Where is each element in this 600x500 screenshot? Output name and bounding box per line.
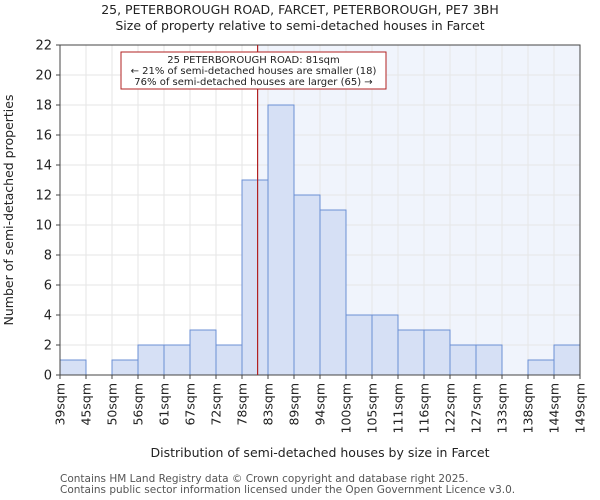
y-tick-label-0: 0	[44, 369, 52, 384]
x-tick-label-67sqm: 67sqm	[183, 383, 198, 426]
x-tick-label-50sqm: 50sqm	[105, 383, 120, 426]
x-axis-label: Distribution of semi-detached houses by …	[151, 445, 490, 460]
x-tick-label-138sqm: 138sqm	[521, 383, 536, 433]
x-tick-label-149sqm: 149sqm	[573, 383, 588, 433]
y-tick-label-2: 4	[44, 309, 52, 324]
x-tick-label-61sqm: 61sqm	[157, 383, 172, 426]
x-tick-label-56sqm: 56sqm	[131, 383, 146, 426]
y-axis-label: Number of semi-detached properties	[1, 95, 16, 326]
bar-116sqm	[423, 329, 451, 376]
y-tick-label-1: 2	[44, 339, 52, 354]
bar-138sqm	[527, 359, 555, 376]
bar-127sqm	[475, 344, 503, 376]
bar-111sqm	[397, 329, 425, 376]
annotation-line-1: 25 PETERBOROUGH ROAD: 81sqm	[167, 55, 340, 66]
bar-50sqm	[111, 359, 139, 376]
x-tick-label-72sqm: 72sqm	[209, 383, 224, 426]
footer-copyright: Contains HM Land Registry data © Crown c…	[60, 473, 469, 485]
y-tick-label-10: 20	[35, 69, 52, 84]
chart-title-line-1: 25, PETERBOROUGH ROAD, FARCET, PETERBORO…	[101, 2, 499, 17]
y-tick-label-3: 6	[44, 279, 52, 294]
bar-100sqm	[345, 314, 373, 376]
x-tick-label-127sqm: 127sqm	[469, 383, 484, 433]
x-tick-label-122sqm: 122sqm	[443, 383, 458, 433]
histogram-chart: 0 2 4 6 8 10 12 14 16 18 20 22 39sqm 45sqm 50sqm 56sqm 6…	[1, 39, 588, 461]
x-tick-label-39sqm: 39sqm	[53, 383, 68, 426]
bar-94sqm	[319, 209, 347, 376]
bar-56sqm	[137, 344, 165, 376]
annotation-box	[120, 51, 387, 90]
y-tick-label-4: 8	[44, 249, 52, 264]
y-tick-label-5: 10	[35, 219, 52, 234]
y-tick-label-8: 16	[35, 129, 52, 144]
bar-122sqm	[449, 344, 477, 376]
y-tick-label-11: 22	[35, 39, 52, 54]
x-tick-label-105sqm: 105sqm	[365, 383, 380, 433]
x-tick-label-133sqm: 133sqm	[495, 383, 510, 433]
x-tick-label-116sqm: 116sqm	[417, 383, 432, 433]
chart-title-line-2: Size of property relative to semi-detach…	[115, 18, 485, 33]
x-tick-label-144sqm: 144sqm	[547, 383, 562, 433]
y-tick-label-6: 12	[35, 189, 52, 204]
bar-67sqm	[189, 329, 217, 376]
annotation-line-2: ← 21% of semi-detached houses are smalle…	[131, 66, 377, 77]
bar-61sqm	[163, 344, 191, 376]
bar-105sqm	[371, 314, 399, 376]
footer-licence: Contains public sector information licen…	[60, 484, 516, 496]
x-tick-label-78sqm: 78sqm	[235, 383, 250, 426]
x-tick-label-94sqm: 94sqm	[313, 383, 328, 426]
annotation-line-3: 76% of semi-detached houses are larger (…	[134, 77, 372, 88]
bar-89sqm	[293, 194, 321, 376]
bar-72sqm	[215, 344, 243, 376]
x-tick-label-100sqm: 100sqm	[339, 383, 354, 433]
y-tick-label-7: 14	[35, 159, 52, 174]
bar-39sqm	[59, 359, 87, 376]
bar-144sqm	[553, 344, 581, 376]
x-tick-label-111sqm: 111sqm	[391, 383, 406, 433]
x-tick-label-83sqm: 83sqm	[261, 383, 276, 426]
x-tick-label-89sqm: 89sqm	[287, 383, 302, 426]
bar-83sqm	[267, 104, 295, 376]
bar-78sqm	[241, 179, 269, 376]
y-tick-label-9: 18	[35, 99, 52, 114]
x-tick-label-45sqm: 45sqm	[79, 383, 94, 426]
